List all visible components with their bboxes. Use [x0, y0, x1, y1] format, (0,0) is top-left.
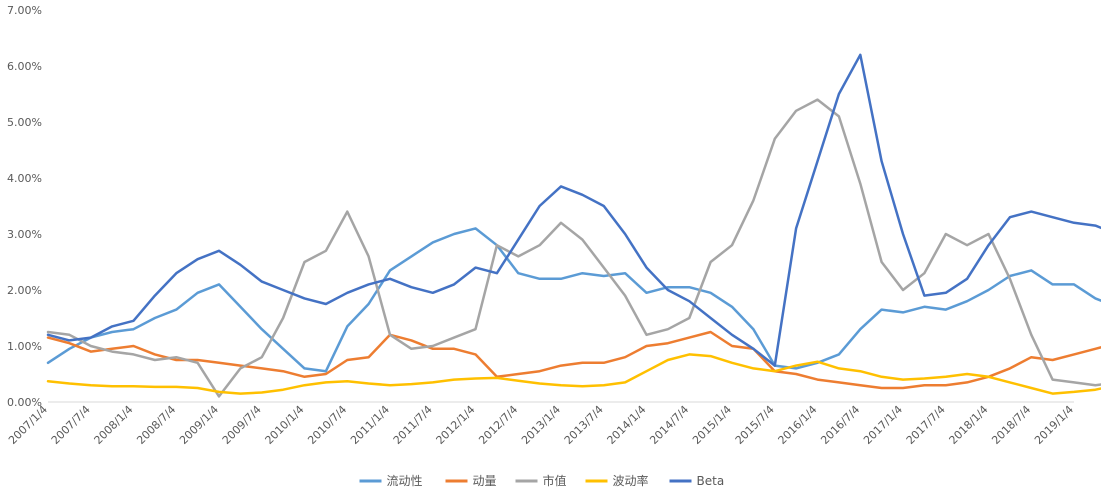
- x-tick-label: 2009/7/4: [220, 403, 264, 447]
- series-line-0: [46, 227, 1101, 373]
- y-tick-label: 6.00%: [7, 60, 42, 73]
- y-tick-label: 5.00%: [7, 116, 42, 129]
- x-tick-label: 2016/1/4: [775, 403, 819, 447]
- legend-label: 波动率: [613, 473, 649, 488]
- x-axis: 2007/1/42007/7/42008/1/42008/7/42009/1/4…: [6, 401, 1076, 447]
- plot-area: [46, 53, 1101, 398]
- series-line-3: [46, 353, 1101, 395]
- series-line-1: [46, 330, 1101, 390]
- y-tick-label: 4.00%: [7, 172, 42, 185]
- x-tick-label: 2013/7/4: [562, 403, 606, 447]
- x-tick-label: 2009/1/4: [177, 403, 221, 447]
- x-tick-label: 2008/1/4: [91, 403, 135, 447]
- series-line-4: [46, 53, 1101, 367]
- y-tick-label: 1.00%: [7, 340, 42, 353]
- legend: 流动性 动量 市值 波动率 Beta: [359, 473, 725, 488]
- y-tick-label: 0.00%: [7, 396, 42, 409]
- series-line-2: [46, 98, 1101, 398]
- x-tick-label: 2007/7/4: [49, 403, 93, 447]
- x-tick-label: 2010/1/4: [262, 403, 306, 447]
- y-tick-label: 3.00%: [7, 228, 42, 241]
- x-tick-label: 2012/1/4: [433, 403, 477, 447]
- legend-label: 流动性: [387, 474, 423, 488]
- x-tick-label: 2014/1/4: [604, 403, 648, 447]
- x-tick-label: 2008/7/4: [134, 403, 178, 447]
- y-tick-label: 2.00%: [7, 284, 42, 297]
- x-tick-label: 2013/1/4: [519, 403, 563, 447]
- y-axis: 0.00% 1.00% 2.00% 3.00% 4.00% 5.00% 6.00% 7.00%: [7, 4, 42, 409]
- x-tick-label: 2016/7/4: [818, 403, 862, 447]
- x-tick-label: 2011/1/4: [348, 403, 392, 447]
- x-tick-label: 2017/7/4: [904, 403, 948, 447]
- x-tick-label: 2015/1/4: [690, 403, 734, 447]
- x-tick-label: 2010/7/4: [305, 403, 349, 447]
- x-tick-label: 2017/1/4: [861, 403, 905, 447]
- x-tick-label: 2012/7/4: [476, 403, 520, 447]
- legend-label: Beta: [697, 474, 725, 488]
- x-tick-label: 2011/7/4: [391, 403, 435, 447]
- y-tick-label: 7.00%: [7, 4, 42, 17]
- x-tick-label: 2015/7/4: [733, 403, 777, 447]
- x-tick-label: 2019/1/4: [1032, 403, 1076, 447]
- x-tick-label: 2014/7/4: [647, 403, 691, 447]
- x-tick-label: 2018/7/4: [989, 403, 1033, 447]
- x-tick-label: 2007/1/4: [6, 403, 50, 447]
- legend-label: 市值: [543, 473, 567, 488]
- legend-label: 动量: [473, 474, 497, 488]
- x-tick-label: 2018/1/4: [946, 403, 990, 447]
